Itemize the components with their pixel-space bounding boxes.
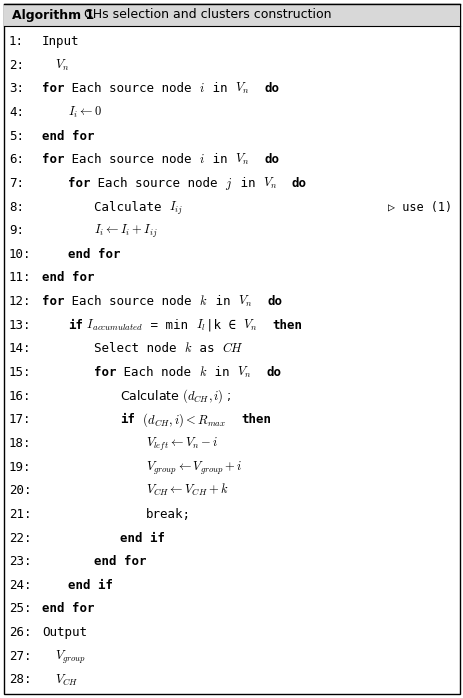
Text: 15:: 15: bbox=[9, 366, 31, 379]
Text: then: then bbox=[240, 413, 270, 426]
Text: $V_{left} \leftarrow V_n - i$: $V_{left} \leftarrow V_n - i$ bbox=[146, 436, 218, 453]
Text: if: if bbox=[68, 319, 83, 332]
Text: $I_i \leftarrow I_i + I_{ij}$: $I_i \leftarrow I_i + I_{ij}$ bbox=[94, 223, 157, 240]
Text: for: for bbox=[68, 177, 90, 190]
Text: $CH$: $CH$ bbox=[222, 341, 244, 355]
Text: $I_{ij}$: $I_{ij}$ bbox=[169, 200, 182, 216]
Text: for: for bbox=[42, 154, 64, 166]
Text: do: do bbox=[267, 295, 282, 308]
Text: 4:: 4: bbox=[9, 106, 24, 119]
Text: $k$: $k$ bbox=[184, 341, 192, 355]
Text: 28:: 28: bbox=[9, 674, 31, 686]
Text: for: for bbox=[94, 366, 116, 379]
Text: 16:: 16: bbox=[9, 389, 31, 403]
Text: $i$: $i$ bbox=[199, 154, 205, 166]
Text: 1:: 1: bbox=[9, 35, 24, 48]
Text: $k$: $k$ bbox=[199, 365, 207, 379]
Text: 19:: 19: bbox=[9, 461, 31, 474]
Text: $I_i \leftarrow 0$: $I_i \leftarrow 0$ bbox=[68, 105, 102, 120]
Text: do: do bbox=[264, 82, 279, 96]
Text: $j$: $j$ bbox=[225, 176, 232, 192]
Text: $V_{group} \leftarrow V_{group} + i$: $V_{group} \leftarrow V_{group} + i$ bbox=[146, 460, 242, 477]
Text: 23:: 23: bbox=[9, 555, 31, 568]
Text: 21:: 21: bbox=[9, 508, 31, 521]
Text: end if: end if bbox=[68, 579, 113, 592]
Text: end for: end for bbox=[42, 602, 94, 616]
Text: 5:: 5: bbox=[9, 130, 24, 142]
Text: 7:: 7: bbox=[9, 177, 24, 190]
Text: for: for bbox=[42, 295, 64, 308]
Text: break;: break; bbox=[146, 508, 191, 521]
Text: Each node: Each node bbox=[116, 366, 199, 379]
Text: end for: end for bbox=[68, 248, 120, 261]
Text: in: in bbox=[232, 177, 262, 190]
Text: as: as bbox=[192, 343, 222, 355]
Text: 2:: 2: bbox=[9, 59, 24, 72]
Text: $V_{group}$: $V_{group}$ bbox=[55, 649, 86, 666]
Text: end for: end for bbox=[42, 130, 94, 142]
Text: then: then bbox=[272, 319, 302, 332]
Text: $V_n$: $V_n$ bbox=[237, 365, 251, 380]
Text: do: do bbox=[264, 154, 279, 166]
Text: 14:: 14: bbox=[9, 343, 31, 355]
Text: 3:: 3: bbox=[9, 82, 24, 96]
Text: end if: end if bbox=[120, 531, 165, 544]
Text: ▷ use (1): ▷ use (1) bbox=[387, 200, 451, 214]
Text: 11:: 11: bbox=[9, 272, 31, 285]
Text: Calculate: Calculate bbox=[94, 200, 169, 214]
Bar bbox=[4, 4, 459, 26]
Text: = min: = min bbox=[143, 319, 195, 332]
Text: $k$: $k$ bbox=[199, 294, 207, 308]
Text: $i$: $i$ bbox=[199, 82, 205, 96]
Text: 17:: 17: bbox=[9, 413, 31, 426]
Text: $V_n$: $V_n$ bbox=[238, 294, 251, 309]
Text: 20:: 20: bbox=[9, 484, 31, 497]
Text: Calculate $(d_{CH},i)$ ;: Calculate $(d_{CH},i)$ ; bbox=[120, 387, 231, 405]
Text: Algorithm 1: Algorithm 1 bbox=[12, 8, 94, 22]
Text: $V_n$: $V_n$ bbox=[243, 318, 257, 333]
Text: $V_n$: $V_n$ bbox=[235, 152, 249, 168]
Text: 18:: 18: bbox=[9, 437, 31, 450]
Text: $V_n$: $V_n$ bbox=[262, 176, 276, 191]
Text: 10:: 10: bbox=[9, 248, 31, 261]
Text: in: in bbox=[207, 295, 238, 308]
Text: 26:: 26: bbox=[9, 626, 31, 639]
Text: CHs selection and clusters construction: CHs selection and clusters construction bbox=[80, 8, 331, 22]
Text: do: do bbox=[291, 177, 306, 190]
Text: |k ∈: |k ∈ bbox=[205, 319, 243, 332]
Text: 6:: 6: bbox=[9, 154, 24, 166]
Text: $V_n$: $V_n$ bbox=[55, 58, 69, 73]
Text: do: do bbox=[266, 366, 281, 379]
Text: Each source node: Each source node bbox=[64, 82, 199, 96]
Text: 13:: 13: bbox=[9, 319, 31, 332]
Text: for: for bbox=[42, 82, 64, 96]
Text: $V_n$: $V_n$ bbox=[235, 81, 249, 96]
Text: in: in bbox=[205, 82, 235, 96]
Text: 9:: 9: bbox=[9, 224, 24, 237]
Text: end for: end for bbox=[94, 555, 146, 568]
Text: $V_{CH} \leftarrow V_{CH} + k$: $V_{CH} \leftarrow V_{CH} + k$ bbox=[146, 482, 228, 498]
Text: in: in bbox=[205, 154, 235, 166]
Text: 8:: 8: bbox=[9, 200, 24, 214]
Text: $I_l$: $I_l$ bbox=[195, 318, 205, 333]
Text: $I_{accumulated}$: $I_{accumulated}$ bbox=[83, 318, 143, 333]
Text: 12:: 12: bbox=[9, 295, 31, 308]
Text: end for: end for bbox=[42, 272, 94, 285]
Text: $(d_{CH},i) < R_{max}$: $(d_{CH},i) < R_{max}$ bbox=[135, 411, 225, 429]
Text: 24:: 24: bbox=[9, 579, 31, 592]
Text: 22:: 22: bbox=[9, 531, 31, 544]
Text: Input: Input bbox=[42, 35, 79, 48]
Text: 25:: 25: bbox=[9, 602, 31, 616]
Text: Each source node: Each source node bbox=[90, 177, 225, 190]
Text: Each source node: Each source node bbox=[64, 295, 199, 308]
Text: Select node: Select node bbox=[94, 343, 184, 355]
Text: in: in bbox=[207, 366, 237, 379]
Text: $V_{CH}$: $V_{CH}$ bbox=[55, 672, 78, 688]
Text: Output: Output bbox=[42, 626, 87, 639]
Text: 27:: 27: bbox=[9, 650, 31, 662]
Text: Each source node: Each source node bbox=[64, 154, 199, 166]
Text: if: if bbox=[120, 413, 135, 426]
